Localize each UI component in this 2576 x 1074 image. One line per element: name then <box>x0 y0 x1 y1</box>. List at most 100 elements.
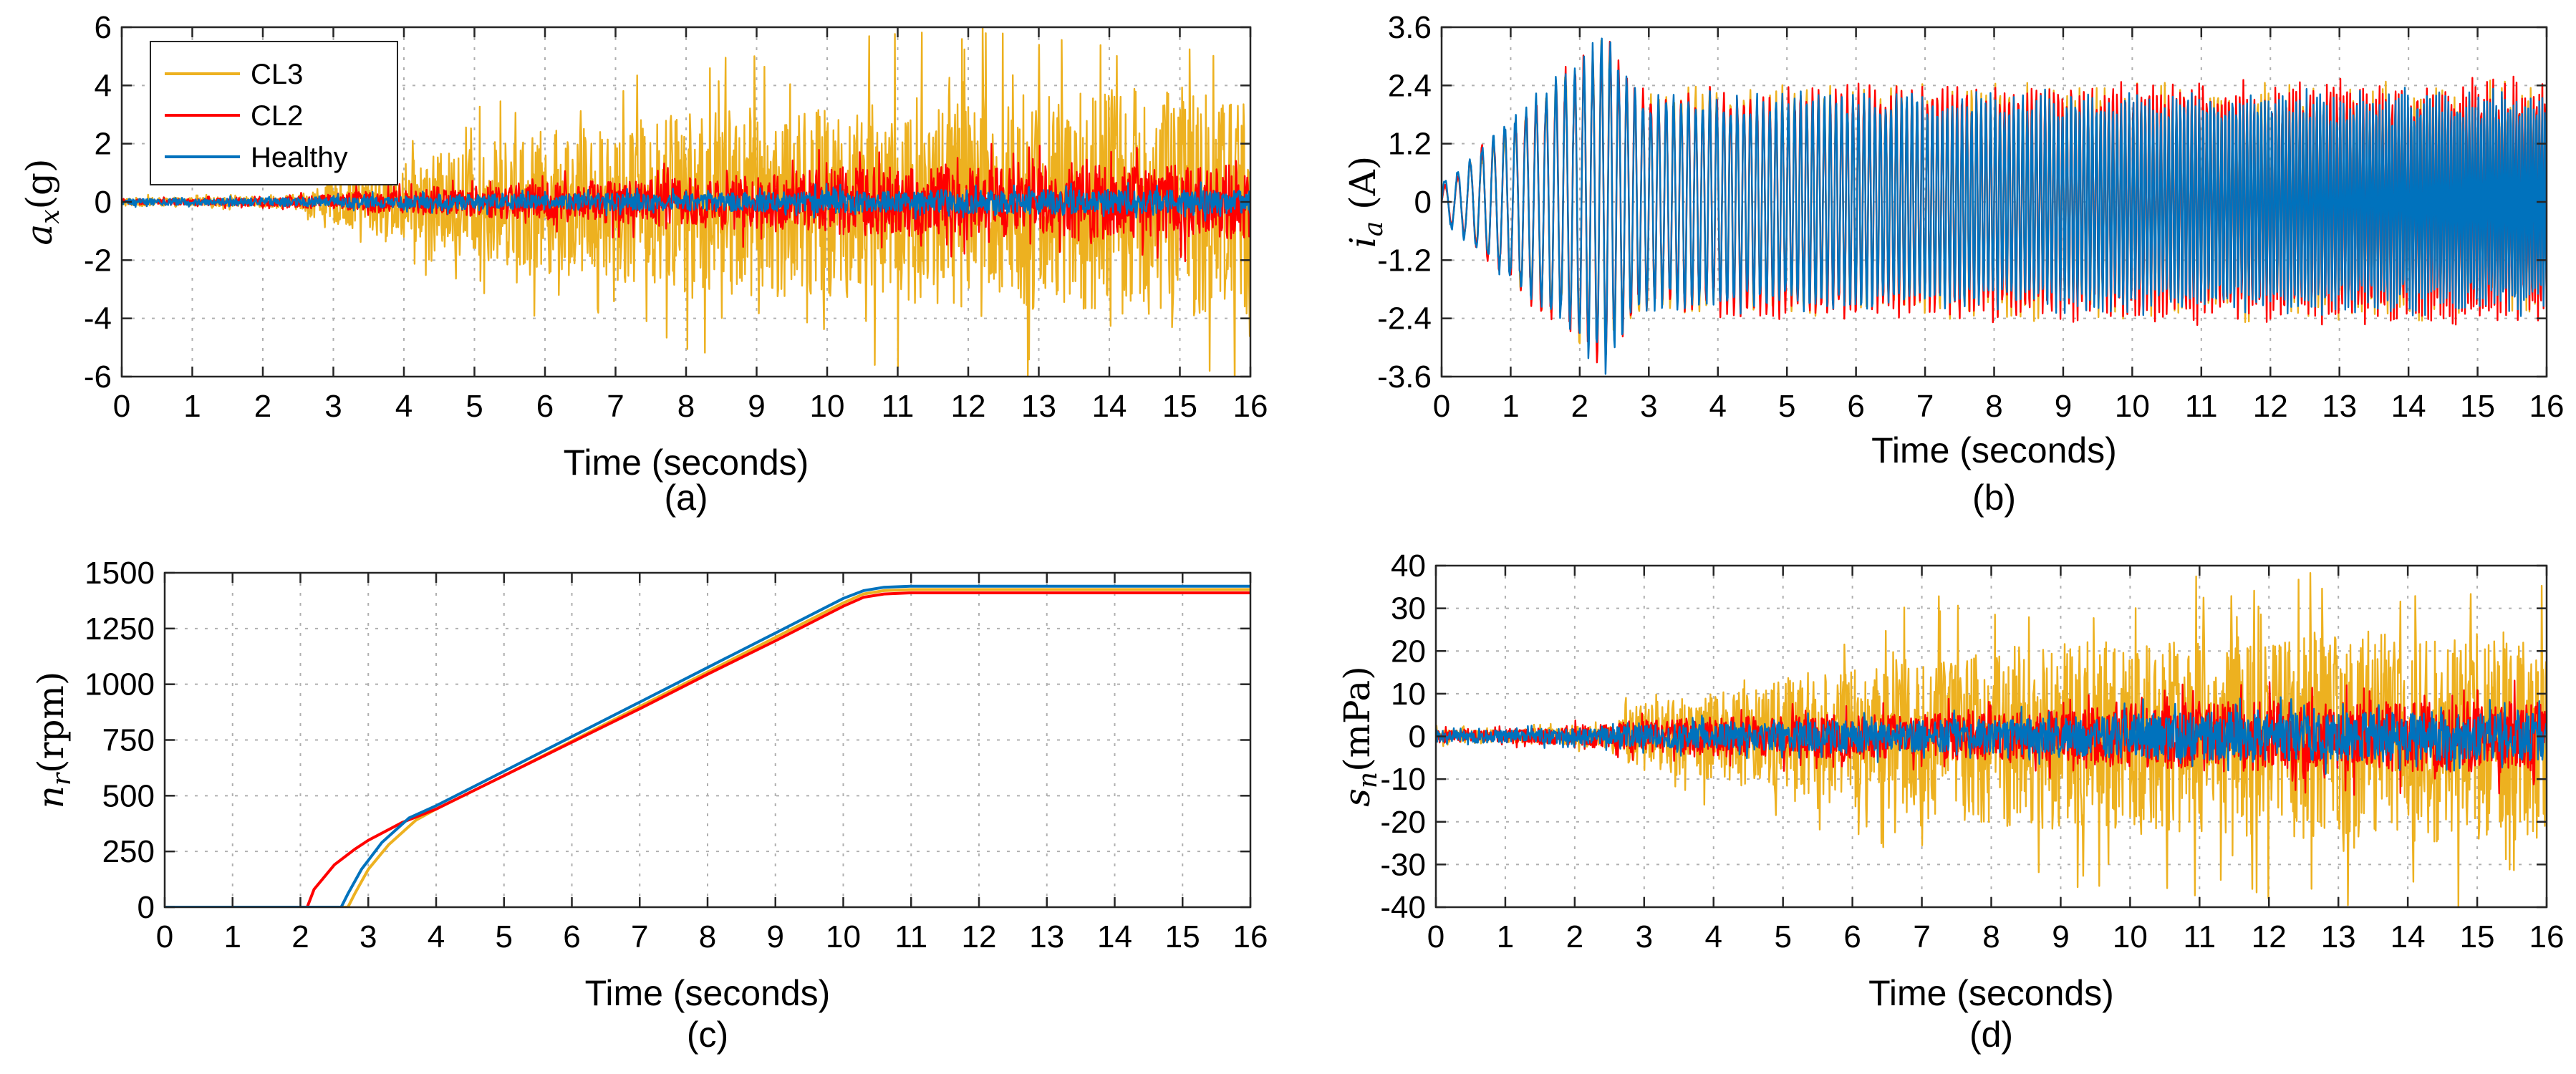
x-tick-label: 8 <box>1985 389 2002 424</box>
y-tick-label: -4 <box>84 301 112 337</box>
x-axis-label: Time (seconds) <box>1871 430 2117 470</box>
y-tick-label: 0 <box>1409 720 1426 755</box>
x-axis-label: Time (seconds) <box>1868 973 2114 1013</box>
y-tick-label: 10 <box>1391 677 1426 712</box>
x-tick-label: 10 <box>810 389 845 424</box>
y-axis-label: nr(rpm) <box>30 672 77 809</box>
chart-panel-3: 0 1 2 3 4 5 6 7 8 9 10 11 12 13 14 15 16-40-30-20-100102… <box>1336 548 2564 1055</box>
x-tick-label: 5 <box>496 919 513 954</box>
x-tick-label: 12 <box>962 919 997 954</box>
panel-caption: (b) <box>1972 478 2016 518</box>
y-tick-label: -30 <box>1380 847 1426 882</box>
x-tick-label: 15 <box>2460 389 2495 424</box>
x-tick-label: 13 <box>1029 919 1064 954</box>
y-tick-label: -10 <box>1380 762 1426 797</box>
x-tick-label: 2 <box>254 389 271 424</box>
y-tick-label: 40 <box>1391 548 1426 584</box>
x-axis-label: Time (seconds) <box>585 973 831 1013</box>
x-tick-label: 10 <box>2113 919 2148 954</box>
y-tick-label: -1.2 <box>1377 243 1432 278</box>
y-tick-label: 1000 <box>85 667 155 702</box>
y-tick-label: 1500 <box>85 556 155 591</box>
y-tick-label: 1250 <box>85 611 155 647</box>
x-tick-label: 10 <box>826 919 861 954</box>
legend: CL3 CL2 Healthy <box>150 41 398 185</box>
x-tick-label: 16 <box>2529 389 2565 424</box>
series-signal-healthy <box>1442 37 2547 375</box>
x-tick-label: 13 <box>2321 919 2356 954</box>
x-tick-label: 7 <box>1916 389 1934 424</box>
series-signal-healthy <box>1436 696 2547 775</box>
x-tick-label: 16 <box>2529 919 2565 954</box>
y-tick-label: 500 <box>102 778 155 813</box>
y-tick-label: 0 <box>138 890 155 925</box>
y-tick-label: 2.4 <box>1388 68 1432 103</box>
x-tick-label: 16 <box>1233 919 1268 954</box>
x-tick-label: 6 <box>536 389 554 424</box>
x-tick-label: 4 <box>1705 919 1722 954</box>
x-tick-label: 8 <box>1982 919 1999 954</box>
x-tick-label: 11 <box>2185 389 2218 424</box>
x-tick-label: 9 <box>2055 389 2072 424</box>
x-tick-label: 6 <box>1843 919 1861 954</box>
x-tick-label: 4 <box>428 919 445 954</box>
y-tick-label: 250 <box>102 834 155 869</box>
x-tick-label: 15 <box>1162 389 1197 424</box>
legend-label-healthy: Healthy <box>251 142 348 173</box>
x-tick-label: 7 <box>607 389 624 424</box>
x-tick-label: 14 <box>1092 389 1127 424</box>
x-tick-label: 1 <box>183 389 201 424</box>
x-tick-label: 16 <box>1233 389 1268 424</box>
x-axis-label: Time (seconds) <box>564 442 809 483</box>
y-axis-label: ax(g) <box>19 158 65 245</box>
y-tick-label: 750 <box>102 723 155 758</box>
y-tick-label: -40 <box>1380 890 1426 925</box>
x-tick-label: 13 <box>2322 389 2357 424</box>
x-tick-label: 3 <box>360 919 377 954</box>
x-tick-label: 6 <box>563 919 580 954</box>
x-tick-label: 9 <box>2052 919 2069 954</box>
panel-caption: (c) <box>687 1015 728 1055</box>
x-tick-label: 0 <box>156 919 173 954</box>
x-tick-label: 5 <box>1774 919 1791 954</box>
x-tick-label: 14 <box>2391 389 2426 424</box>
y-tick-label: -2.4 <box>1377 301 1432 337</box>
y-tick-label: -6 <box>84 359 112 395</box>
y-tick-label: -2 <box>84 243 112 278</box>
x-tick-label: 11 <box>2183 919 2216 954</box>
y-tick-label: 1.2 <box>1388 127 1432 162</box>
x-tick-label: 1 <box>1502 389 1519 424</box>
y-tick-label: 3.6 <box>1388 10 1432 45</box>
x-tick-label: 12 <box>2253 389 2288 424</box>
x-tick-label: 0 <box>1427 919 1444 954</box>
y-axis-label: ia (A) <box>1342 156 1389 248</box>
x-tick-label: 14 <box>1097 919 1132 954</box>
x-tick-label: 8 <box>699 919 716 954</box>
series-line-cl2 <box>165 591 1250 907</box>
x-tick-label: 12 <box>951 389 986 424</box>
chart-panel-2: 0 1 2 3 4 5 6 7 8 9 10 11 12 13 14 15 160250500750100012… <box>30 556 1268 1055</box>
x-tick-label: 6 <box>1847 389 1864 424</box>
x-tick-label: 9 <box>767 919 784 954</box>
legend-label-cl2: CL2 <box>251 100 303 132</box>
x-tick-label: 10 <box>2115 389 2150 424</box>
x-tick-label: 13 <box>1021 389 1056 424</box>
y-tick-label: 20 <box>1391 634 1426 669</box>
x-tick-label: 3 <box>324 389 342 424</box>
x-tick-label: 7 <box>631 919 648 954</box>
x-tick-label: 0 <box>1433 389 1450 424</box>
x-tick-label: 11 <box>882 389 915 424</box>
x-tick-label: 2 <box>1566 919 1583 954</box>
legend-label-cl3: CL3 <box>251 59 303 90</box>
x-tick-label: 2 <box>1571 389 1588 424</box>
x-tick-label: 2 <box>291 919 309 954</box>
x-tick-label: 15 <box>2460 919 2495 954</box>
x-tick-label: 3 <box>1636 919 1653 954</box>
x-tick-label: 1 <box>1497 919 1514 954</box>
x-tick-label: 11 <box>894 919 927 954</box>
y-tick-label: 4 <box>95 68 112 103</box>
series-signal-healthy <box>122 181 1250 222</box>
y-tick-label: 0 <box>1414 185 1432 220</box>
x-tick-label: 1 <box>224 919 241 954</box>
x-tick-label: 4 <box>395 389 413 424</box>
